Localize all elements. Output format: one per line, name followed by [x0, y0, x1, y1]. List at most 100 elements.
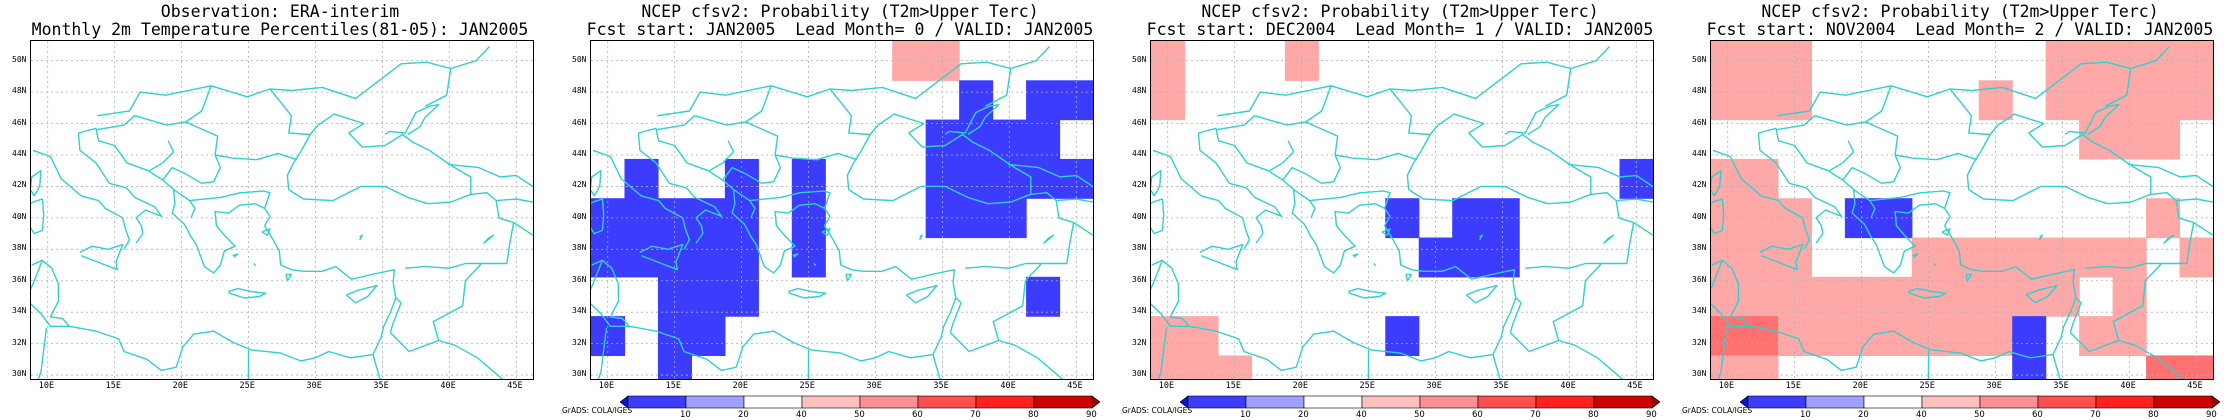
- lat-tick-label: 30N: [12, 369, 27, 379]
- colorbar-segment: [1979, 395, 2039, 409]
- probability-cell: [1385, 316, 1420, 357]
- lat-tick-label: 48N: [12, 86, 27, 96]
- coastline: [2064, 104, 2120, 136]
- coastline: [269, 88, 311, 136]
- probability-cell: [691, 316, 726, 357]
- lat-tick-label: 32N: [1132, 337, 1147, 347]
- probability-cell: [1878, 276, 1913, 317]
- coastline: [1305, 121, 1339, 156]
- lat-tick-label: 36N: [572, 274, 587, 284]
- lon-tick-label: 25E: [1919, 381, 1935, 391]
- probability-cell: [1452, 237, 1487, 278]
- colorbar-segment: [2153, 395, 2213, 409]
- colorbar-segment: [1921, 395, 1981, 409]
- lat-tick-label: 44N: [12, 148, 27, 158]
- coastline: [1309, 190, 1391, 209]
- colorbar-label: 10: [1240, 410, 1251, 420]
- lat-tick-label: 50N: [1132, 54, 1147, 64]
- coastline: [597, 327, 608, 379]
- coastline: [1711, 198, 1725, 235]
- probability-cell: [1744, 237, 1779, 278]
- probability-cell: [2012, 316, 2047, 357]
- colorbar-label: 40: [1356, 410, 1367, 420]
- coastline: [1151, 169, 1162, 197]
- map-svg: [591, 41, 1093, 379]
- coastline: [1389, 88, 1431, 136]
- map-area: [1150, 40, 1654, 380]
- coastline: [189, 190, 271, 209]
- coastline: [1043, 234, 1055, 244]
- probability-cell: [992, 119, 1027, 160]
- lat-tick-label: 38N: [1132, 243, 1147, 253]
- coastline: [823, 208, 957, 355]
- coastline: [95, 85, 212, 131]
- coastline: [1869, 190, 1951, 209]
- coastline: [1558, 339, 1624, 379]
- coastline: [261, 228, 271, 236]
- colorbar-label: 90: [1646, 410, 1657, 420]
- coastline: [1525, 200, 1635, 269]
- coastline: [1352, 253, 1359, 258]
- coastline: [1151, 260, 1190, 327]
- coastline: [1567, 163, 1653, 188]
- coastline: [1152, 149, 1251, 250]
- colorbar-label: 20: [1858, 410, 1869, 420]
- colorbar-label: 50: [854, 410, 865, 420]
- coastline: [1492, 354, 1501, 379]
- lat-tick-label: 34N: [12, 306, 27, 316]
- lon-tick-label: 10E: [1158, 381, 1175, 391]
- map-panel-1: NCEP cfsv2: Probability (T2m>Upper Terc)…: [560, 0, 1120, 420]
- coastline: [1712, 149, 1811, 250]
- map-svg: [31, 41, 533, 379]
- coastline: [2118, 339, 2184, 379]
- coastline: [592, 149, 691, 250]
- coastline: [345, 284, 378, 304]
- colorbar: [620, 395, 1100, 409]
- coastline: [813, 263, 816, 266]
- lon-tick-label: 40E: [440, 381, 456, 391]
- lat-tick-label: 38N: [1692, 243, 1707, 253]
- coastline: [1405, 273, 1413, 282]
- lat-tick-label: 38N: [12, 243, 27, 253]
- coastline: [31, 260, 70, 327]
- coastline: [447, 163, 533, 188]
- coastline: [1829, 140, 1855, 172]
- probability-cell: [2012, 355, 2047, 379]
- coastline: [965, 200, 1075, 269]
- probability-cell: [1878, 316, 1913, 357]
- coastline: [2025, 284, 2058, 304]
- coastline: [1949, 88, 1991, 136]
- coastline: [1933, 263, 1936, 266]
- coastline: [591, 198, 605, 235]
- probability-cell: [1744, 355, 1779, 379]
- lon-tick-label: 30E: [1426, 381, 1442, 391]
- colorbar-segment: [1091, 395, 1100, 409]
- colorbar-segment: [743, 395, 803, 409]
- colorbar-label: 70: [2090, 410, 2101, 420]
- coastline: [1381, 228, 1391, 236]
- colorbar-label: 40: [796, 410, 807, 420]
- coastline: [1406, 113, 1592, 205]
- colorbar-label: 60: [912, 410, 923, 420]
- colorbar-segment: [1361, 395, 1421, 409]
- coastline: [1711, 260, 1750, 327]
- coastline: [787, 287, 827, 299]
- coastline: [1757, 132, 1843, 244]
- panel-title-line1: Observation: ERA-interim: [160, 2, 400, 21]
- colorbar-segment: [2095, 395, 2155, 409]
- colorbar-segment: [685, 395, 745, 409]
- grads-credit: GrADS: COLA/IGES: [1682, 406, 1753, 415]
- grads-credit: GrADS: COLA/IGES: [562, 406, 633, 415]
- coastline: [1842, 152, 1977, 185]
- coastline: [285, 273, 293, 282]
- colorbar-label: 70: [1530, 410, 1541, 420]
- colorbar: [1740, 395, 2220, 409]
- probability-cell: [2079, 316, 2114, 357]
- coastline: [1965, 273, 1973, 282]
- colorbar-label: 80: [1028, 410, 1039, 420]
- lon-tick-label: 35E: [933, 381, 949, 391]
- colorbar-segment: [627, 395, 687, 409]
- map-panel-2: NCEP cfsv2: Probability (T2m>Upper Terc)…: [1120, 0, 1680, 420]
- coastline: [637, 132, 723, 244]
- panel-title-line2: Fcst start: NOV2004 Lead Month= 2 / VALI…: [1706, 20, 2214, 39]
